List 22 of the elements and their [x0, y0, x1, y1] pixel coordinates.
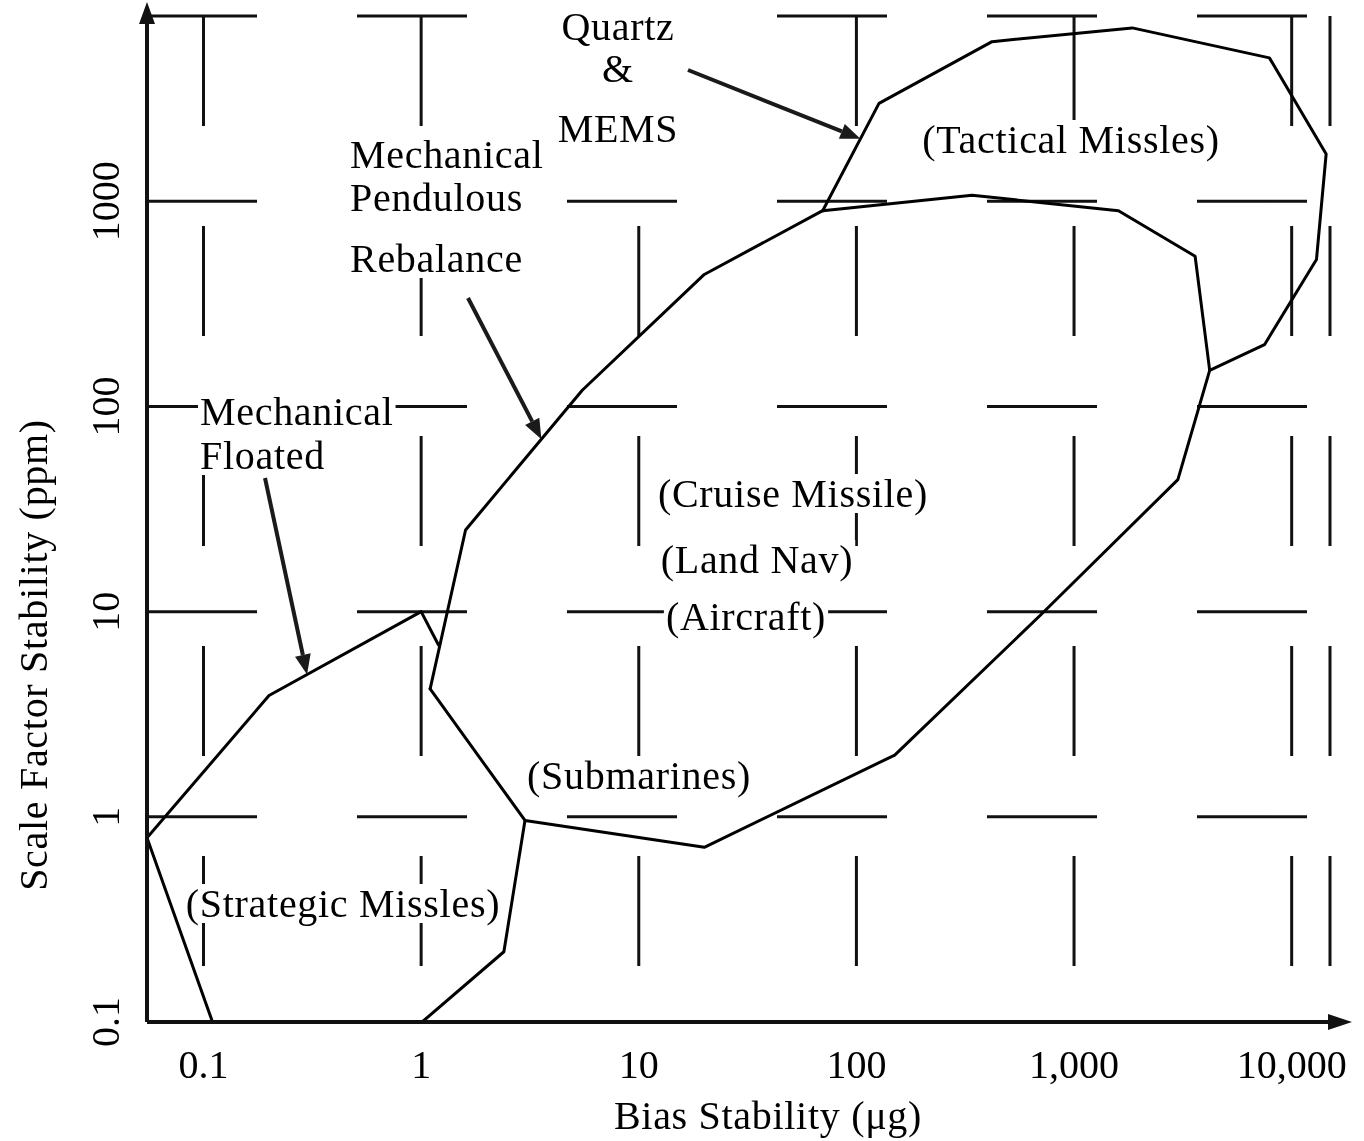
- y-tick-label: 1: [83, 806, 128, 827]
- annotation: Mechanical Pendulous Rebalance: [350, 132, 544, 281]
- annotation: (Land Nav): [660, 537, 854, 582]
- y-tick-label: 1000: [83, 161, 128, 242]
- annotation: (Cruise Missile): [657, 471, 929, 516]
- annotation: (Submarines): [527, 753, 751, 798]
- x-tick-label: 1,000: [1029, 1042, 1120, 1087]
- x-tick-label: 100: [826, 1042, 887, 1087]
- x-axis-title: Bias Stability (μg): [613, 1093, 923, 1138]
- annotation: Mechanical Floated: [200, 389, 394, 478]
- y-axis-title: Scale Factor Stability (ppm): [11, 419, 56, 891]
- x-tick-label: 10: [618, 1042, 659, 1087]
- annotation: Quartz & MEMS: [557, 4, 679, 151]
- y-tick-label: 10: [83, 591, 128, 632]
- x-tick-label: 10,000: [1236, 1042, 1347, 1087]
- x-tick-label: 1: [411, 1042, 432, 1087]
- annotation: (Tactical Missles): [922, 117, 1220, 162]
- annotation: (Strategic Missles): [185, 881, 501, 926]
- y-tick-label: 100: [83, 376, 128, 437]
- annotation: (Aircraft): [665, 594, 827, 639]
- x-tick-label: 0.1: [178, 1042, 229, 1087]
- y-tick-label: 0.1: [83, 997, 128, 1047]
